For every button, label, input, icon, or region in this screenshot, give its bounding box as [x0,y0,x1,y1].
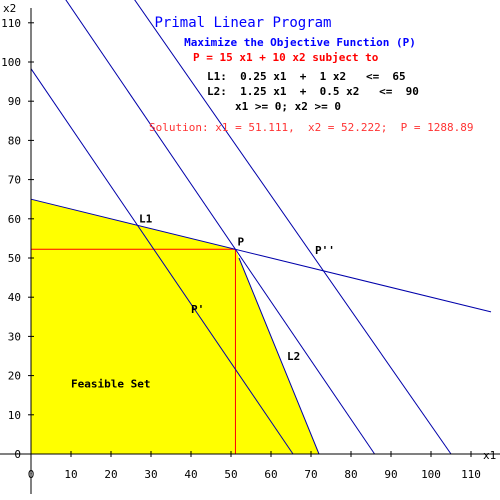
x-tick-label: 30 [144,468,157,481]
x-tick-label: 70 [304,468,317,481]
chart-subtitle: Maximize the Objective Function (P) [184,36,416,49]
optimum-point-label: P [237,235,244,248]
x-tick-label: 0 [28,468,35,481]
annotation-label: P' [191,303,204,316]
x-tick-label: 90 [384,468,397,481]
y-tick-label: 70 [8,174,21,187]
annotation-label: L1 [139,213,153,226]
series-line-l2 [238,257,320,455]
series-line-ppp [65,0,376,455]
constraint-line: x1 >= 0; x2 >= 0 [235,100,341,113]
y-tick-label: 60 [8,213,21,226]
y-tick-label: 110 [1,17,21,30]
y-axis-label: x2 [3,2,16,15]
solution-text: Solution: x1 = 51.111, x2 = 52.222; P = … [149,121,474,134]
x-axis-label: x1 [483,449,496,462]
annotation-label: P'' [315,244,335,257]
y-tick-label: 20 [8,370,21,383]
objective-function: P = 15 x1 + 10 x2 subject to [193,51,379,64]
x-tick-label: 100 [421,468,441,481]
y-tick-label: 10 [8,409,21,422]
constraint-line: L1: 0.25 x1 + 1 x2 <= 65 [207,70,406,83]
constraint-line: L2: 1.25 x1 + 0.5 x2 <= 90 [207,85,419,98]
y-tick-label: 0 [14,448,21,461]
x-tick-label: 20 [104,468,117,481]
x-tick-label: 80 [344,468,357,481]
annotation-label: L2 [287,350,300,363]
annotation-label: Feasible Set [71,377,150,390]
x-tick-label: 40 [184,468,197,481]
y-tick-label: 100 [1,56,21,69]
y-tick-label: 50 [8,252,21,265]
series-line-extra-4 [134,0,452,455]
series-line-l1 [30,198,492,313]
feasible-set-region [31,199,319,454]
y-tick-label: 40 [8,291,21,304]
x-tick-label: 50 [224,468,237,481]
x-tick-label: 60 [264,468,277,481]
x-tick-label: 10 [64,468,77,481]
series-line-pp [30,68,294,455]
chart-title: Primal Linear Program [154,15,331,31]
y-tick-label: 30 [8,330,21,343]
x-tick-label: 110 [461,468,481,481]
y-tick-label: 90 [8,95,21,108]
y-tick-label: 80 [8,134,21,147]
